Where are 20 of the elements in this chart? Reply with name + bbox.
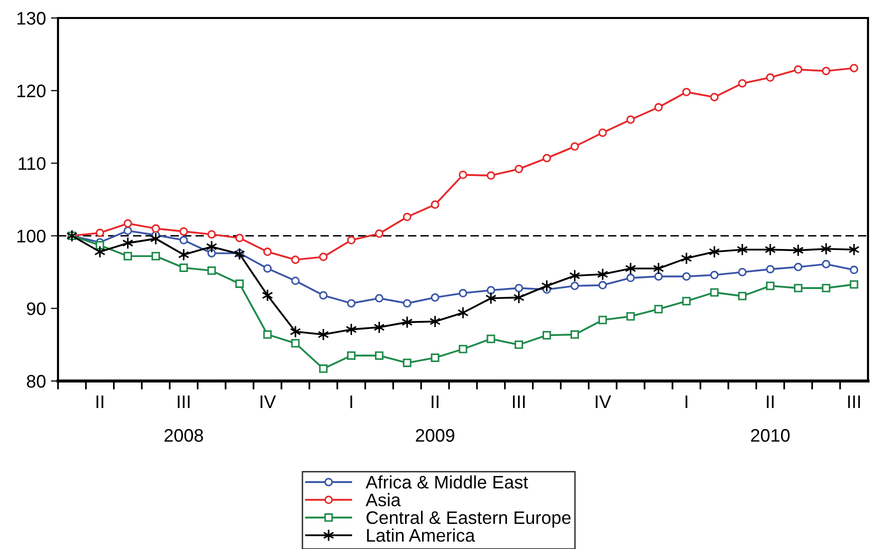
x-tick-label: IV (260, 396, 276, 408)
legend-label: Africa & Middle East (366, 475, 528, 489)
y-tick-label: 80 (26, 374, 46, 388)
x-tick-label: III 2008 (164, 396, 203, 442)
x-tick-label: IV (596, 396, 612, 408)
x-tick-label: III (513, 396, 525, 408)
x-tick-label: III (848, 396, 860, 408)
legend-label: Latin America (367, 528, 476, 542)
y-tick-label: 130 (17, 12, 46, 25)
y-tick-label: 90 (26, 302, 46, 316)
legend-label: Asia (366, 493, 401, 506)
x-tick-label: II 2010 (751, 396, 790, 442)
x-tick-label: II 2009 (416, 396, 454, 442)
legend-label: Central & Eastern Europe (366, 510, 571, 528)
y-tick-label: 120 (17, 84, 46, 98)
y-tick-label: 110 (18, 157, 46, 170)
x-tick-label: I (350, 396, 352, 408)
x-tick-label: II (96, 396, 104, 408)
y-tick-label: 100 (17, 230, 46, 243)
x-tick-label: I (686, 396, 688, 408)
